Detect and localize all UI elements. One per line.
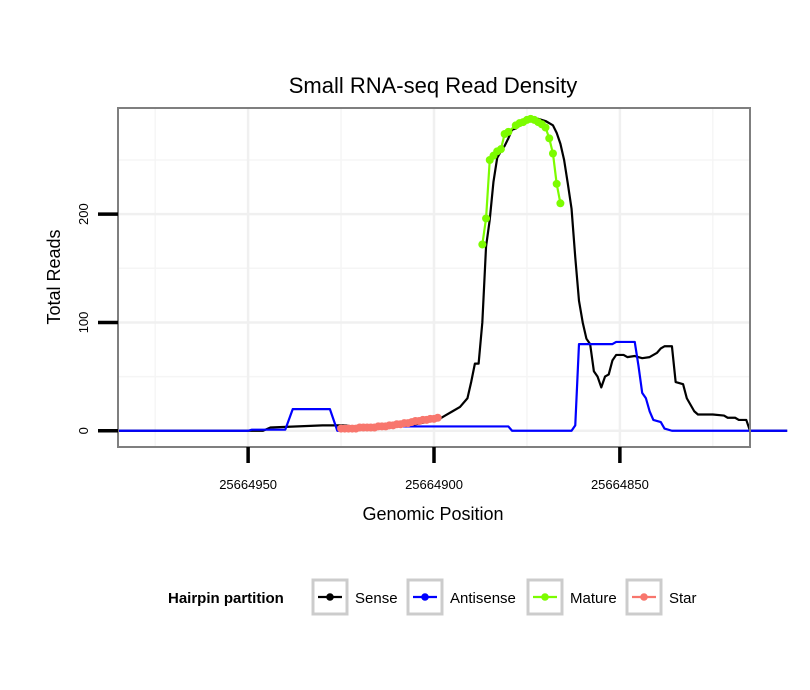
legend-label-antisense: Antisense xyxy=(450,590,516,607)
legend-entry-star: Star xyxy=(625,578,697,616)
chart-title: Small RNA-seq Read Density xyxy=(289,73,578,98)
series-layer xyxy=(118,114,788,433)
mature-point xyxy=(478,240,487,249)
y-tick-label: 100 xyxy=(76,312,91,334)
x-tick-label: 25664900 xyxy=(405,477,463,492)
legend-label-sense: Sense xyxy=(355,590,398,607)
legend-label-star: Star xyxy=(669,590,697,607)
y-axis-title: Total Reads xyxy=(44,229,64,324)
legend-entry-sense: Sense xyxy=(311,578,398,616)
y-tick-label: 200 xyxy=(76,203,91,225)
mature-point xyxy=(482,214,491,223)
mature-point xyxy=(548,149,557,158)
legend-key-point xyxy=(326,593,334,601)
mature-point xyxy=(552,179,561,188)
sense-series-line xyxy=(118,117,788,432)
y-axis: 0 100 200 xyxy=(76,203,118,434)
mature-point xyxy=(545,134,554,143)
legend-entries: Sense Antisense Mature Star xyxy=(311,578,697,616)
legend-key-point xyxy=(640,593,648,601)
x-tick-label: 25664850 xyxy=(591,477,649,492)
legend-title: Hairpin partition xyxy=(168,590,284,607)
legend-entry-antisense: Antisense xyxy=(406,578,516,616)
legend-key-point xyxy=(421,593,429,601)
legend-key-point xyxy=(541,593,549,601)
mature-point xyxy=(496,145,505,154)
mature-point xyxy=(556,199,565,208)
mature-point xyxy=(541,123,550,132)
x-axis-title: Genomic Position xyxy=(362,504,503,524)
mature-point xyxy=(504,127,513,136)
plot-panel xyxy=(117,107,788,448)
x-tick-label: 25664950 xyxy=(219,477,277,492)
antisense-series-line xyxy=(118,340,788,432)
legend: Hairpin partition Sense Antisense Mature St… xyxy=(168,578,697,616)
x-axis: 25664950 25664900 25664850 xyxy=(219,447,649,492)
star-point xyxy=(433,413,442,422)
y-tick-label: 0 xyxy=(76,427,91,434)
legend-label-mature: Mature xyxy=(570,590,617,607)
legend-entry-mature: Mature xyxy=(526,578,617,616)
